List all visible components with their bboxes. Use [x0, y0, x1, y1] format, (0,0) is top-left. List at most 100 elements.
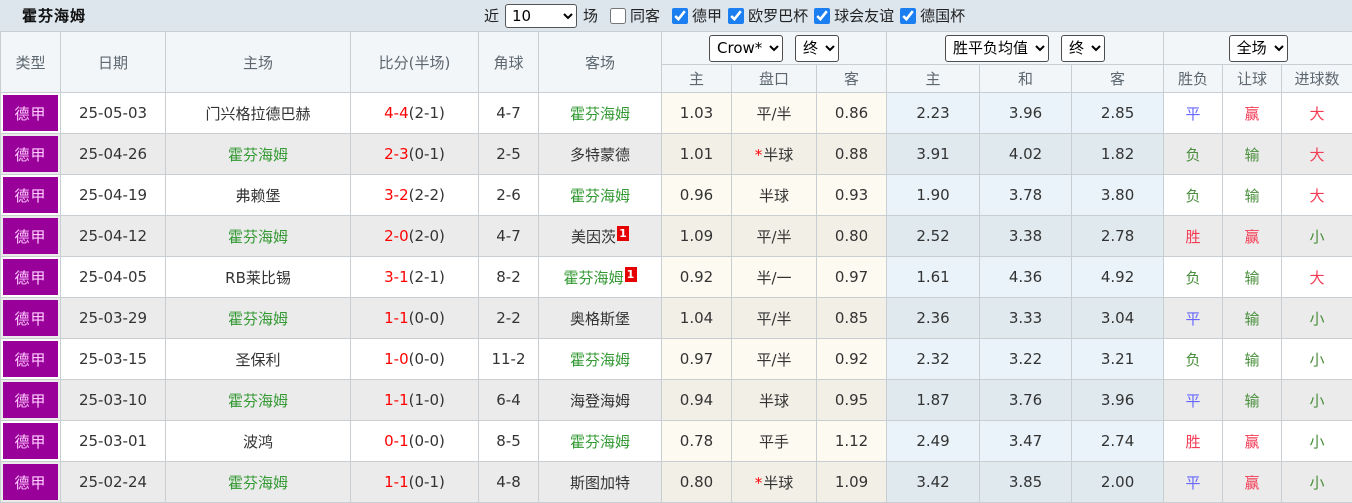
handicap-cell: *半球: [732, 175, 817, 216]
mean-home-cell: 3.91: [887, 134, 980, 175]
handicap-text: 平/半: [756, 105, 791, 123]
fulltime-score: 1-1: [384, 391, 409, 409]
date-cell: 25-03-01: [61, 421, 166, 462]
sub-header-mean-away: 客: [1072, 65, 1164, 93]
home-team-cell: 霍芬海姆: [166, 380, 351, 421]
german-cup-label: 德国杯: [920, 5, 965, 26]
date-cell: 25-03-29: [61, 298, 166, 339]
odds-home-cell: 1.01: [662, 134, 732, 175]
games-label: 场: [583, 5, 598, 26]
bundesliga-checkbox[interactable]: [672, 8, 688, 24]
mean-away-cell: 3.80: [1072, 175, 1164, 216]
club-friendly-checkbox[interactable]: [814, 8, 830, 24]
odds-source-select[interactable]: Crow*: [709, 35, 783, 62]
corners-cell: 6-4: [479, 380, 539, 421]
table-row: 德甲 25-04-26 霍芬海姆 2-3(0-1) 2-5 多特蒙德 1.01 …: [1, 134, 1352, 175]
mean-home-cell: 1.61: [887, 257, 980, 298]
home-team-cell: 霍芬海姆: [166, 216, 351, 257]
away-team-cell: 海登海姆: [539, 380, 662, 421]
corners-cell: 2-6: [479, 175, 539, 216]
handicap-text: 半/一: [756, 269, 791, 287]
result-goals-cell: 大: [1282, 257, 1352, 298]
home-team-cell: 霍芬海姆: [166, 134, 351, 175]
mean-draw-cell: 3.76: [980, 380, 1072, 421]
league-badge: 德甲: [3, 177, 58, 213]
handicap-cell: *平/半: [732, 298, 817, 339]
home-team-name: 波鸿: [243, 433, 273, 451]
score-cell: 0-1(0-0): [351, 421, 479, 462]
home-team-cell: 圣保利: [166, 339, 351, 380]
odds-away-cell: 0.93: [817, 175, 887, 216]
home-team-cell: 霍芬海姆: [166, 298, 351, 339]
mean-draw-cell: 3.47: [980, 421, 1072, 462]
recent-label: 近: [484, 5, 499, 26]
league-badge: 德甲: [3, 259, 58, 295]
date-cell: 25-04-19: [61, 175, 166, 216]
mean-type-select[interactable]: 胜平负均值: [945, 35, 1049, 62]
home-team-name: 霍芬海姆: [228, 474, 288, 492]
mean-away-cell: 3.04: [1072, 298, 1164, 339]
odds-away-cell: 0.88: [817, 134, 887, 175]
away-team-cell: 多特蒙德: [539, 134, 662, 175]
home-team-name: 圣保利: [235, 351, 280, 369]
result-scope-select[interactable]: 全场: [1229, 35, 1288, 62]
mean-away-cell: 2.85: [1072, 93, 1164, 134]
fulltime-score: 0-1: [384, 432, 409, 450]
result-handicap-cell: 赢: [1223, 462, 1282, 503]
mean-away-cell: 4.92: [1072, 257, 1164, 298]
date-cell: 25-02-24: [61, 462, 166, 503]
odds-home-cell: 1.04: [662, 298, 732, 339]
recent-count-select[interactable]: 10: [505, 4, 577, 28]
result-goals-cell: 大: [1282, 175, 1352, 216]
handicap-text: 平/半: [756, 351, 791, 369]
fulltime-score: 3-2: [384, 186, 409, 204]
date-cell: 25-04-26: [61, 134, 166, 175]
odds-time-select[interactable]: 终: [795, 35, 839, 62]
sub-header-wdl: 胜负: [1164, 65, 1223, 93]
table-row: 德甲 25-03-15 圣保利 1-0(0-0) 11-2 霍芬海姆 0.97 …: [1, 339, 1352, 380]
league-cell: 德甲: [1, 298, 61, 339]
date-cell: 25-03-15: [61, 339, 166, 380]
table-row: 德甲 25-04-19 弗赖堡 3-2(2-2) 2-6 霍芬海姆 0.96 *…: [1, 175, 1352, 216]
fulltime-score: 2-3: [384, 145, 409, 163]
bundesliga-label: 德甲: [692, 5, 722, 26]
europa-league-checkbox[interactable]: [728, 8, 744, 24]
german-cup-checkbox[interactable]: [900, 8, 916, 24]
score-cell: 2-0(2-0): [351, 216, 479, 257]
odds-away-cell: 0.80: [817, 216, 887, 257]
handicap-cell: *平手: [732, 421, 817, 462]
corners-cell: 4-8: [479, 462, 539, 503]
mean-home-cell: 1.87: [887, 380, 980, 421]
handicap-cell: *半球: [732, 380, 817, 421]
mean-home-cell: 3.42: [887, 462, 980, 503]
same-venue-checkbox[interactable]: [610, 8, 626, 24]
result-goals-cell: 小: [1282, 216, 1352, 257]
col-header-home: 主场: [166, 32, 351, 93]
result-wdl-cell: 平: [1164, 93, 1223, 134]
table-row: 德甲 25-05-03 门兴格拉德巴赫 4-4(2-1) 4-7 霍芬海姆 1.…: [1, 93, 1352, 134]
score-cell: 4-4(2-1): [351, 93, 479, 134]
league-badge: 德甲: [3, 300, 58, 336]
away-team-name: 霍芬海姆: [570, 351, 630, 369]
result-goals-cell: 小: [1282, 421, 1352, 462]
halftime-score: (0-0): [409, 309, 445, 327]
mean-away-cell: 2.00: [1072, 462, 1164, 503]
mean-draw-cell: 3.96: [980, 93, 1072, 134]
odds-home-cell: 0.78: [662, 421, 732, 462]
halftime-score: (2-2): [409, 186, 445, 204]
handicap-text: 平/半: [756, 310, 791, 328]
home-team-cell: RB莱比锡: [166, 257, 351, 298]
league-cell: 德甲: [1, 462, 61, 503]
corners-cell: 2-5: [479, 134, 539, 175]
result-wdl-cell: 平: [1164, 462, 1223, 503]
handicap-text: 半球: [763, 146, 793, 164]
table-row: 德甲 25-02-24 霍芬海姆 1-1(0-1) 4-8 斯图加特 0.80 …: [1, 462, 1352, 503]
score-cell: 3-1(2-1): [351, 257, 479, 298]
score-cell: 1-1(0-1): [351, 462, 479, 503]
mean-time-select[interactable]: 终: [1061, 35, 1105, 62]
odds-home-cell: 1.03: [662, 93, 732, 134]
home-team-name: 霍芬海姆: [228, 228, 288, 246]
score-cell: 3-2(2-2): [351, 175, 479, 216]
mean-home-cell: 2.32: [887, 339, 980, 380]
